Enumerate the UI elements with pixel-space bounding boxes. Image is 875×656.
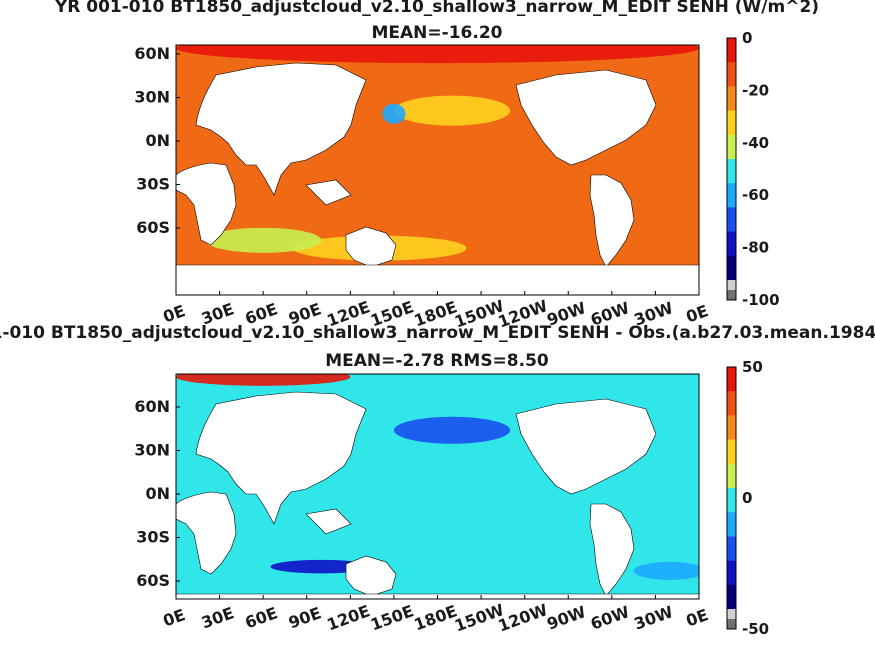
colorbar-segment	[727, 290, 736, 300]
colorbar-tick-label: -80	[742, 239, 769, 257]
colorbar-segment	[727, 584, 736, 610]
x-tick-label: 90E	[286, 603, 324, 632]
x-tick-label: 90W	[544, 602, 588, 634]
colorbar-segment	[727, 280, 736, 290]
colorbar-segment	[727, 463, 736, 489]
colorbar-tick-label: -100	[742, 291, 780, 309]
colorbar-segment	[727, 255, 736, 281]
colorbar-segment	[727, 183, 736, 208]
colorbar-segment	[727, 439, 736, 465]
colorbar-segment	[727, 134, 736, 160]
field-anomaly-5	[205, 227, 322, 253]
colorbar-tick-label: -20	[742, 81, 769, 99]
y-tick-label: 30S	[136, 175, 170, 194]
colorbar-segment	[727, 609, 736, 619]
colorbar-segment	[727, 560, 736, 586]
y-tick-label: 30N	[134, 88, 170, 107]
chart-title-line1: YR 001-010 BT1850_adjustcloud_v2.10_shal…	[0, 323, 875, 343]
colorbar-segment	[727, 110, 736, 136]
y-tick-label: 30S	[136, 528, 170, 547]
colorbar-segment	[727, 367, 736, 392]
colorbar-segment	[727, 62, 736, 87]
x-tick-label: 30W	[632, 602, 676, 634]
colorbar-segment	[727, 86, 736, 112]
colorbar-segment	[727, 207, 736, 233]
colorbar-segment	[727, 619, 736, 629]
colorbar-segment	[727, 512, 736, 537]
map-panel-bottom: YR 001-010 BT1850_adjustcloud_v2.10_shal…	[0, 323, 875, 638]
colorbar-segment	[727, 38, 736, 63]
colorbar-tick-label: 0	[742, 29, 752, 47]
field-anomaly-3	[176, 45, 699, 64]
y-tick-label: 0N	[145, 131, 170, 150]
y-tick-label: 60N	[134, 44, 170, 63]
colorbar-frame	[726, 37, 737, 301]
y-tick-label: 60N	[134, 397, 170, 416]
colorbar-segment	[727, 415, 736, 441]
x-tick-label: 150E	[368, 601, 416, 634]
x-tick-label: 0E	[684, 605, 711, 630]
chart-title-line1: YR 001-010 BT1850_adjustcloud_v2.10_shal…	[54, 0, 819, 17]
x-tick-label: 30E	[199, 603, 237, 632]
y-tick-label: 0N	[145, 484, 170, 503]
colorbar-tick-label: -40	[742, 134, 769, 152]
colorbar: 50 0 -50	[726, 358, 769, 638]
y-tick-label: 60S	[136, 571, 170, 590]
colorbar-segment	[727, 231, 736, 257]
field-anomaly-1	[382, 103, 406, 124]
field-anomaly-2	[176, 374, 351, 386]
chart-title-line2: MEAN=-16.20	[372, 23, 503, 43]
field-anomaly-0	[393, 416, 511, 444]
colorbar-segment	[727, 488, 736, 513]
colorbar-segment	[727, 536, 736, 562]
colorbar-tick-label: -60	[742, 186, 769, 204]
chart-title-line2: MEAN=-2.78 RMS=8.50	[325, 351, 549, 371]
colorbar: 0 -20 -40 -60 -80 -100	[726, 29, 780, 309]
x-tick-label: 60E	[242, 603, 280, 632]
x-tick-label: 60W	[588, 602, 632, 634]
field-anomaly-4	[633, 561, 699, 580]
colorbar-tick-label: 50	[742, 358, 763, 376]
colorbar-tick-label: -50	[742, 620, 769, 638]
colorbar-frame	[726, 366, 737, 630]
x-tick-label: 120E	[324, 601, 372, 634]
x-tick-label: 120W	[496, 600, 551, 635]
colorbar-tick-label: 0	[742, 489, 752, 507]
map-panel-top: YR 001-010 BT1850_adjustcloud_v2.10_shal…	[54, 0, 819, 331]
y-tick-label: 30N	[134, 441, 170, 460]
x-tick-label: 0E	[161, 605, 188, 630]
y-tick-label: 60S	[136, 218, 170, 237]
field-anomaly-0	[393, 95, 511, 126]
colorbar-segment	[727, 159, 736, 184]
colorbar-segment	[727, 391, 736, 416]
